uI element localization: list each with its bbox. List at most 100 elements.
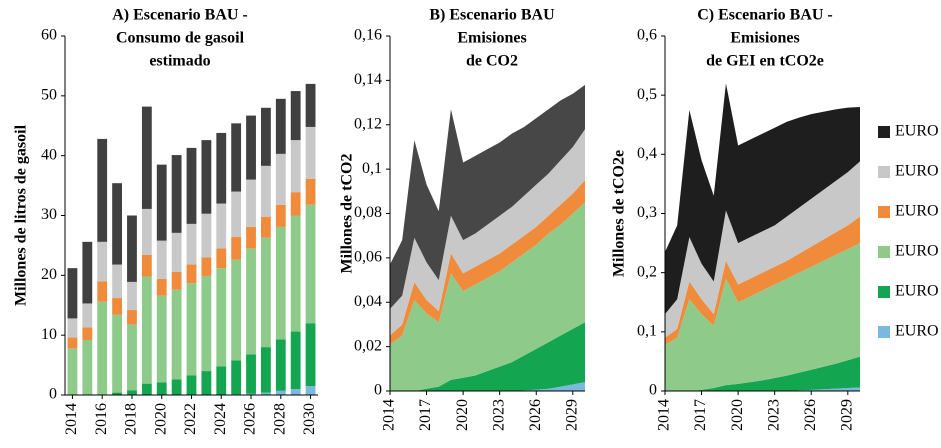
bar [97,241,108,282]
bar [156,240,167,279]
y-axis-label: Millones de litros de gasoil [13,124,30,306]
bar [231,191,242,238]
bar [261,107,271,166]
legend-swatch [878,286,890,298]
bar [171,379,182,395]
bar [67,268,78,319]
x-tick-label: 2016 [93,403,110,435]
bar [67,337,78,349]
bar [201,140,212,214]
bar [127,281,137,311]
x-tick-label: 2020 [152,403,169,435]
area [390,202,585,391]
bar [305,204,316,324]
bar [305,179,316,205]
bar [186,283,197,376]
chart-title: de GEI en tCO2e [706,53,824,70]
bar [82,241,93,304]
bar [275,390,286,395]
chart-title: Emisiones [730,30,799,47]
bar [231,237,242,260]
bar [171,232,182,272]
bar [156,164,167,241]
bar [246,248,256,355]
legend-swatch [878,206,890,218]
bar [290,215,301,332]
bar [246,115,256,180]
bar [261,216,271,238]
bar [67,318,78,338]
y-tick-label: 0,4 [637,145,657,162]
bar [186,264,197,284]
y-tick-label: 0,6 [637,27,657,44]
x-tick-label: 2024 [212,403,229,435]
x-tick-label: 2017 [692,399,709,431]
y-tick-label: 0,5 [637,86,657,103]
bar [246,226,256,249]
bar [171,271,182,290]
bar [216,132,227,204]
x-tick-label: 2014 [656,399,673,431]
bar [201,257,212,276]
bar [231,123,242,192]
bar [231,259,242,361]
bar [305,323,316,387]
bar [246,354,256,394]
area [390,84,585,309]
y-tick-label: 0,06 [354,249,382,266]
bar [275,204,286,227]
bar [186,223,197,265]
x-tick-label: 2028 [271,403,288,435]
area [665,216,860,345]
bar [82,339,93,395]
legend-label: EURO 2 [895,203,941,220]
legend-label: EURO 3 [895,243,941,260]
y-tick-label: 20 [41,266,57,283]
x-tick-label: 2029 [563,399,580,431]
y-tick-label: 60 [41,27,57,44]
chart-title: B) Escenario BAU [429,7,555,24]
x-tick-label: 2026 [242,403,259,435]
y-tick-label: 0,1 [637,323,657,340]
chart-title: A) Escenario BAU - [112,7,248,24]
bar [290,389,301,395]
bar [127,215,137,282]
area [390,180,585,345]
bar [156,278,167,296]
area [665,356,860,391]
x-tick-label: 2020 [729,399,746,431]
bar [275,153,286,205]
y-tick-label: 0,12 [354,115,382,132]
bar [305,386,316,395]
y-tick-label: 0 [374,382,382,399]
bar [246,179,256,227]
x-tick-label: 2014 [63,403,80,435]
y-tick-label: 0,08 [354,204,382,221]
legend-label: EURO 0 [895,123,941,140]
y-tick-label: 10 [41,326,57,343]
bar [261,165,271,217]
x-tick-label: 2022 [182,403,199,435]
bar [261,392,271,395]
bar [275,98,286,154]
bar [127,310,137,325]
bar [97,301,108,395]
bar [186,375,197,395]
bar [97,281,108,302]
area [390,129,585,336]
bar [216,203,227,249]
y-tick-label: 0,3 [637,204,657,221]
y-axis-label: Millones de tCO2e [611,150,628,277]
bar [201,213,212,258]
bar [290,331,301,390]
area [390,322,585,391]
y-tick-label: 0,16 [354,27,382,44]
chart-title: C) Escenario BAU - [697,7,833,24]
area [665,83,860,315]
chart-title: Consumo de gasoil [116,30,245,47]
bar [201,371,212,395]
bar [216,268,227,367]
bar [67,348,78,395]
area [665,243,860,391]
bar [141,383,152,395]
